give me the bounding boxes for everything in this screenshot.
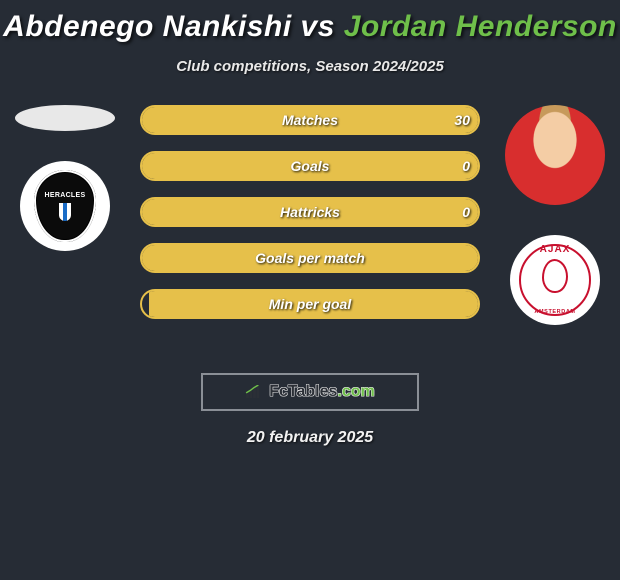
bar-label: Min per goal (269, 296, 351, 312)
stat-bars: Matches 30 Goals 0 Hattricks 0 Goals per match… (140, 105, 480, 335)
left-column: HERACLES (10, 105, 120, 251)
stat-row: Goals 0 (140, 151, 480, 181)
player1-name: Abdenego Nankishi (3, 10, 292, 43)
brand-text: FcTables.com (269, 383, 375, 401)
vs-text: vs (301, 10, 335, 43)
heracles-shield: HERACLES (34, 170, 96, 242)
footer-date: 20 february 2025 (0, 429, 620, 447)
stat-row: Goals per match (140, 243, 480, 273)
brand-part-a: FcTables (269, 383, 337, 400)
player1-photo-placeholder (15, 105, 115, 131)
player2-name: Jordan Henderson (344, 10, 617, 43)
stat-row: Min per goal (140, 289, 480, 319)
bar-label: Goals per match (255, 250, 365, 266)
value-right: 0 (462, 158, 470, 174)
content-area: HERACLES AJAX AMSTERDAM Matches30Goals0H… (0, 105, 620, 365)
ajax-top-text: AJAX (540, 244, 571, 255)
bar-label: Hattricks (280, 204, 340, 220)
right-column: AJAX AMSTERDAM (500, 105, 610, 325)
brand-box: FcTables.com (201, 373, 419, 411)
player2-club-badge: AJAX AMSTERDAM (510, 235, 600, 325)
comparison-title: Abdenego Nankishi vs Jordan Henderson (0, 0, 620, 44)
ajax-ring: AJAX AMSTERDAM (519, 244, 591, 316)
bar-chart-icon (245, 385, 263, 399)
player2-photo (505, 105, 605, 205)
ajax-bottom-text: AMSTERDAM (534, 309, 575, 315)
stat-row: Matches 30 (140, 105, 480, 135)
value-right: 0 (462, 204, 470, 220)
heracles-stripes-icon (59, 203, 71, 221)
player1-club-badge: HERACLES (20, 161, 110, 251)
bar-label: Goals (291, 158, 330, 174)
subtitle: Club competitions, Season 2024/2025 (0, 58, 620, 75)
ajax-head-icon (542, 259, 568, 293)
bar-label: Matches (282, 112, 338, 128)
heracles-label: HERACLES (45, 192, 86, 199)
brand-part-b: .com (337, 383, 374, 400)
value-right: 30 (454, 112, 470, 128)
stat-row: Hattricks 0 (140, 197, 480, 227)
